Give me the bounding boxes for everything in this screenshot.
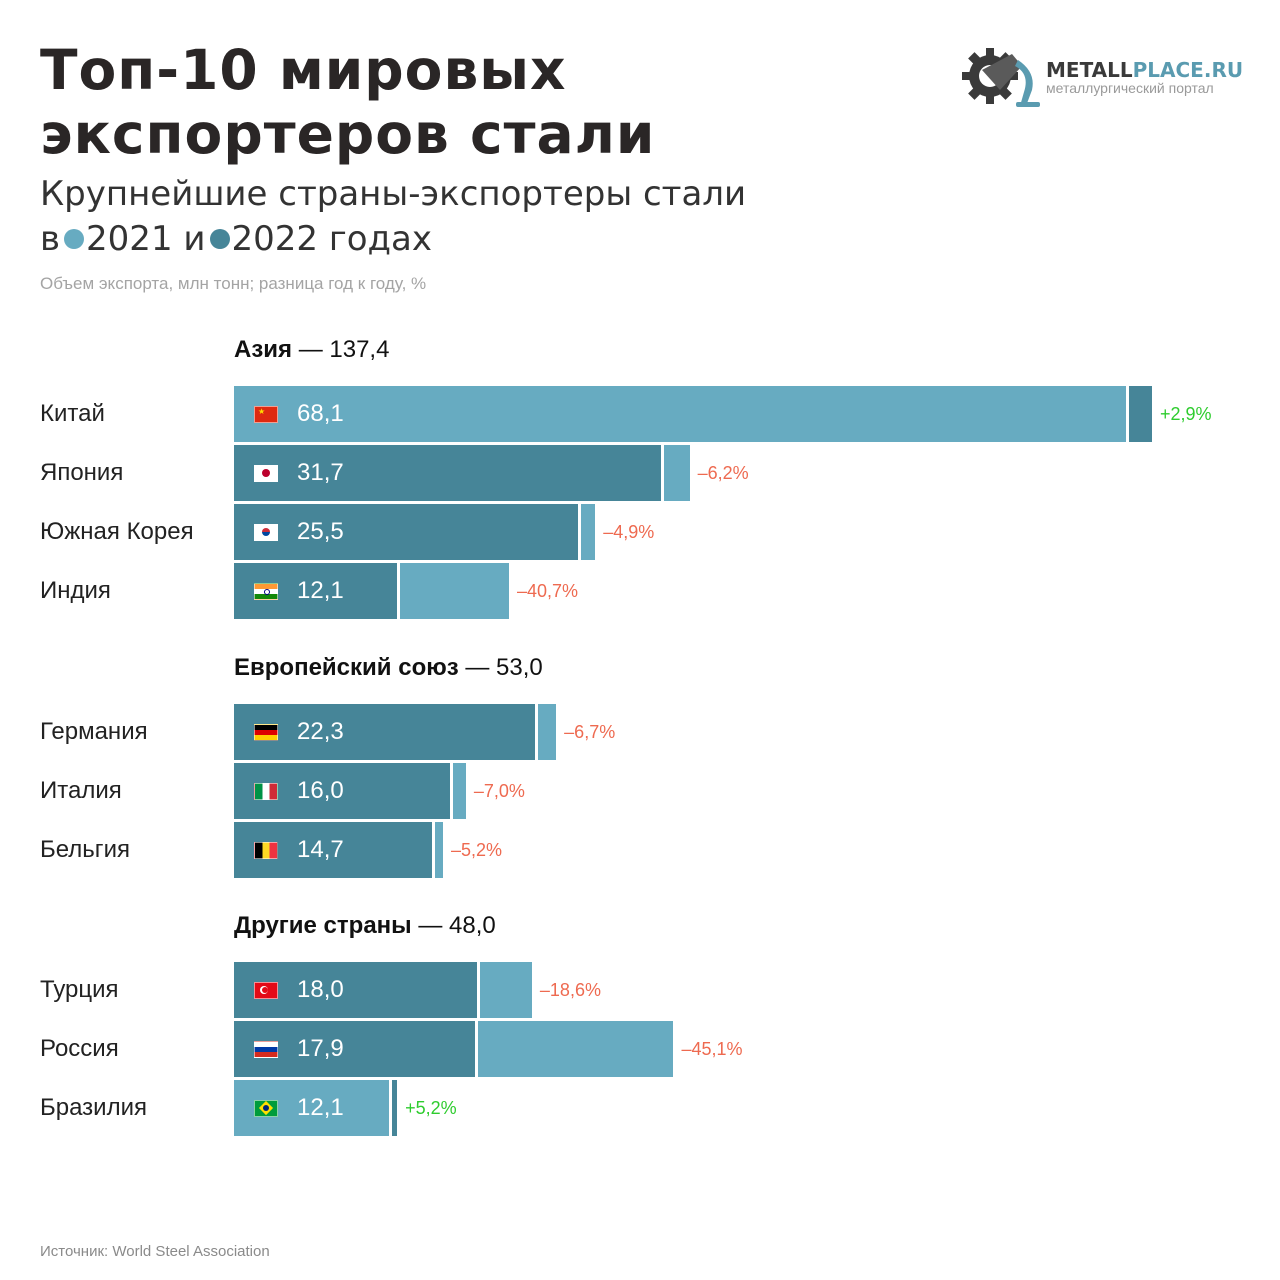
japan-flag-icon (254, 465, 278, 482)
units-note: Объем экспорта, млн тонн; разница год к … (40, 274, 427, 293)
bar-2021-remainder (580, 504, 596, 560)
bar-2022 (234, 445, 662, 501)
legend-2022-label: 2022 годах (231, 219, 432, 259)
change-label: –6,2% (697, 463, 749, 483)
bar-value: 25,5 (297, 518, 344, 545)
country-label: Индия (40, 577, 111, 604)
change-label: –45,1% (681, 1039, 743, 1059)
bar-2021-remainder (478, 1021, 674, 1077)
source-note: Источник: World Steel Association (40, 1243, 270, 1260)
logo-name-a: METALL (1046, 58, 1133, 82)
group-name: Европейский союз (234, 654, 459, 681)
change-label: –6,7% (564, 722, 616, 742)
russia-flag-icon (254, 1041, 278, 1058)
group-title: Азия — 137,4 (234, 336, 389, 364)
change-label: +2,9% (1159, 404, 1212, 424)
bar-value: 16,0 (297, 777, 344, 804)
india-flag-icon (254, 583, 278, 600)
country-label: Южная Корея (40, 518, 194, 545)
bar-2022-increase (392, 1080, 398, 1136)
legend-2021-dot (64, 228, 85, 249)
subtitle: Крупнейшие страны-экспортеры стали в 2021… (40, 172, 746, 262)
bar-value: 18,0 (297, 976, 344, 1003)
logo: METALLPLACE.RU металлургический портал (960, 44, 1250, 114)
group-title: Европейский союз — 53,0 (234, 654, 543, 682)
bar-2021-remainder (479, 962, 532, 1018)
page-title: Топ-10 мировых экспортеров стали (40, 38, 655, 166)
gear-ladle-icon (962, 48, 1040, 107)
group-total: — 53,0 (458, 654, 543, 681)
subtitle-conj: и (183, 219, 206, 259)
country-label: Италия (40, 777, 122, 804)
country-label: Бельгия (40, 836, 130, 863)
germany-flag-icon (254, 724, 278, 741)
subtitle-prefix: в (40, 219, 61, 259)
bar-2022-increase (1129, 386, 1152, 442)
country-label: Япония (40, 459, 124, 486)
bar-2021-remainder (537, 704, 557, 760)
change-label: –4,9% (603, 522, 655, 542)
title-line-2: экспортеров стали (40, 102, 656, 166)
bar-value: 12,1 (297, 1094, 344, 1121)
bar-value: 68,1 (297, 400, 344, 427)
logo-name-b: PLACE.RU (1132, 58, 1244, 82)
bar-value: 31,7 (297, 459, 344, 486)
logo-tagline: металлургический портал (1046, 80, 1214, 96)
change-label: –7,0% (473, 781, 525, 801)
subtitle-line-2: в 2021 и 2022 годах (40, 217, 746, 262)
bar-2021-remainder (664, 445, 690, 501)
country-label: Турция (40, 976, 119, 1003)
bar-2021-remainder (400, 563, 509, 619)
logo-name: METALLPLACE.RU (1046, 58, 1243, 82)
country-label: Россия (40, 1035, 119, 1062)
group-title: Другие страны — 48,0 (234, 912, 496, 940)
china-flag-icon: ★ (254, 406, 278, 423)
bar-value: 12,1 (297, 577, 344, 604)
brazil-flag-icon (254, 1100, 278, 1117)
subtitle-line-1: Крупнейшие страны-экспортеры стали (40, 174, 747, 214)
change-label: –40,7% (516, 581, 579, 601)
belgium-flag-icon (254, 842, 278, 859)
change-label: –5,2% (450, 840, 502, 860)
italy-flag-icon (254, 783, 278, 800)
bar-2021-remainder (452, 763, 466, 819)
bar-2022 (234, 704, 535, 760)
group-total: — 48,0 (411, 912, 496, 939)
bar-2022 (234, 504, 578, 560)
turkey-flag-icon (254, 982, 278, 999)
bar-value: 17,9 (297, 1035, 344, 1062)
south-korea-flag-icon (254, 524, 278, 541)
legend-2021-label: 2021 (86, 219, 173, 259)
bar-2021-remainder (435, 822, 443, 878)
bar-value: 14,7 (297, 836, 344, 863)
group-name: Азия (234, 336, 293, 363)
country-label: Бразилия (40, 1094, 147, 1121)
change-label: –18,6% (539, 980, 601, 1000)
group-name: Другие страны (234, 912, 412, 939)
group-total: — 137,4 (292, 336, 390, 363)
title-line-1: Топ-10 мировых (40, 38, 567, 102)
bar-value: 22,3 (297, 718, 344, 745)
change-label: +5,2% (405, 1098, 457, 1118)
legend-2022-dot (209, 228, 230, 249)
country-label: Китай (40, 400, 105, 427)
bar-2021 (234, 386, 1127, 442)
country-label: Германия (40, 718, 148, 745)
